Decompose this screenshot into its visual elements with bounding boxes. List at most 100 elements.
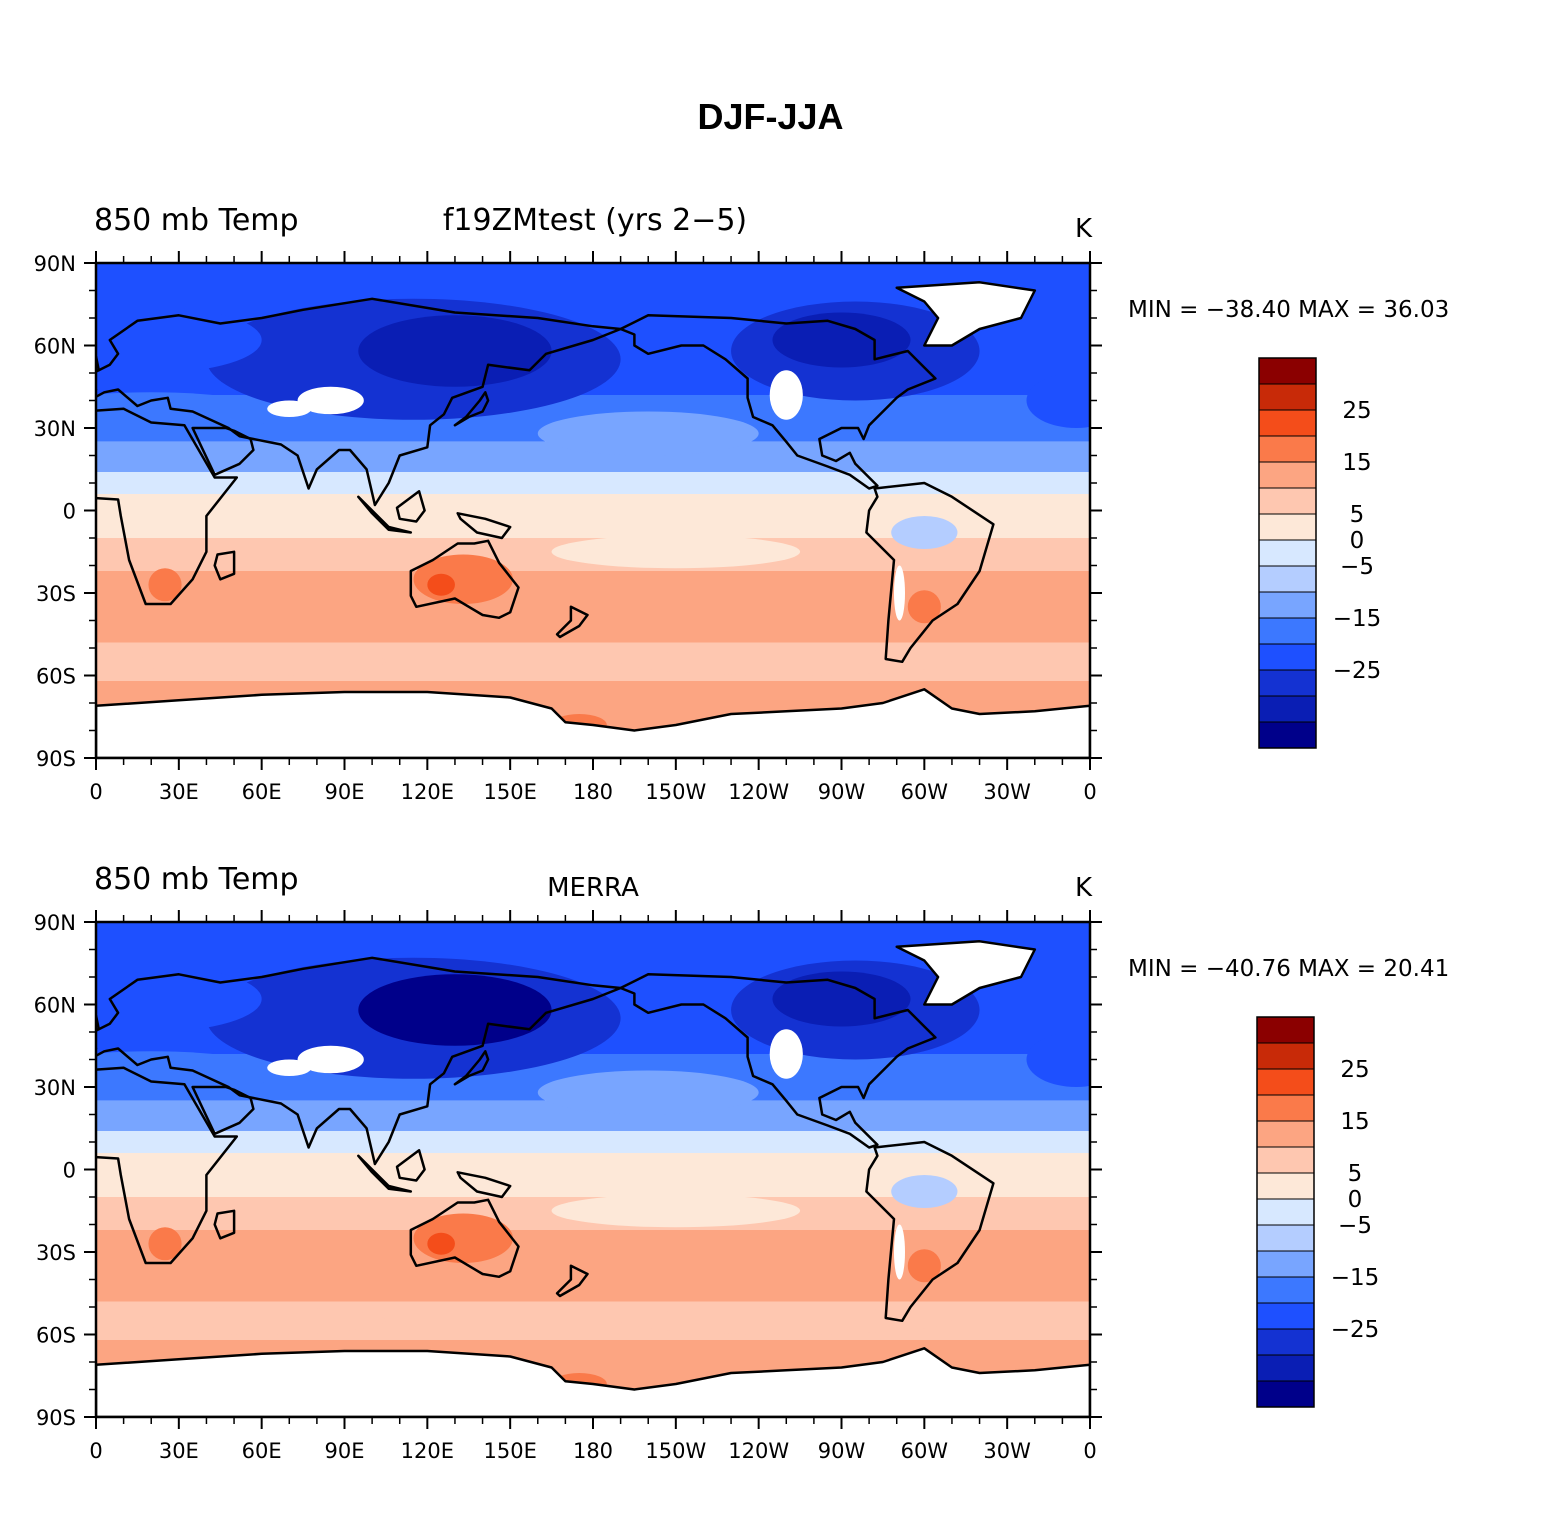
colorbar-swatch (1256, 1328, 1315, 1356)
colorbar-label: −25 (1333, 658, 1382, 684)
lon-tick-label: 30E (159, 780, 199, 804)
coastline-new-zealand (555, 605, 589, 639)
lon-tick-label: 0 (1083, 780, 1096, 804)
lat-tick-label: 60S (36, 665, 76, 689)
lon-tick-label: 90W (818, 1439, 866, 1463)
lon-tick-label: 150E (483, 1439, 536, 1463)
lon-tick-label: 180 (573, 1439, 613, 1463)
lon-tick-label: 30W (983, 780, 1031, 804)
temperature-blob (358, 974, 552, 1046)
temperature-blob (537, 1070, 759, 1115)
missing-antarctica (96, 689, 1090, 758)
lon-tick-label: 30W (983, 1439, 1031, 1463)
coastline-new-guinea (456, 512, 512, 540)
colorbar-swatch (1256, 1172, 1315, 1200)
temperature-blob (148, 1227, 182, 1261)
colorbar-label: 0 (1348, 1187, 1363, 1213)
temperature-blob (620, 648, 952, 676)
lon-tick-label: 90E (325, 780, 365, 804)
coastline-south-america (865, 481, 995, 664)
lon-tick-label: 150W (645, 1439, 706, 1463)
coastlines (96, 940, 1090, 1417)
temperature-blob (620, 1307, 952, 1335)
missing-tibet (297, 386, 364, 415)
temperature-blob (427, 1232, 455, 1255)
coastline-north-america (619, 314, 937, 490)
map-panel-merra: 90N 60N 30N 0 30S 60S 90S 0 30E 60E 90E 120E 150E 180… (34, 862, 1450, 1463)
coastline-japan (453, 391, 490, 427)
coastline-new-zealand (555, 1264, 589, 1298)
lon-tick-label: 180 (573, 780, 613, 804)
colorbar-frame (1256, 1016, 1315, 1408)
colorbar-swatch (1258, 669, 1317, 697)
colorbar-swatch (1258, 357, 1317, 385)
lat-tick-label: 0 (63, 500, 76, 524)
colorbar-swatch (1258, 617, 1317, 645)
latitude-band (96, 571, 1090, 643)
coastline-madagascar (213, 550, 236, 581)
map-panel-model: 90N 60N 30N 0 30S 60S 90S 0 30E 60E 90E 120E 150E 180… (34, 203, 1450, 804)
colorbar-swatch (1258, 409, 1317, 437)
colorbar-label: −5 (1340, 554, 1374, 580)
lat-tick-label: 30N (34, 417, 76, 441)
coastline-arabia (191, 426, 255, 477)
temperature-blob (907, 1249, 941, 1283)
coastline-europe-asia (96, 956, 622, 1166)
lat-tick-label: 60N (34, 994, 76, 1018)
colorbar-swatch (1258, 487, 1317, 515)
temperature-blob (148, 568, 182, 602)
lat-tick-label: 60N (34, 335, 76, 359)
lat-tick-label: 90S (36, 747, 76, 771)
colorbar-swatch (1256, 1302, 1315, 1330)
temperature-blob (891, 1175, 958, 1208)
map-field (96, 263, 1090, 758)
coastline-north-america (619, 973, 937, 1149)
colorbar-swatch (1258, 721, 1317, 749)
temperature-blob (137, 1307, 386, 1335)
temperature-blob (537, 411, 759, 456)
lat-tick-label: 0 (63, 1159, 76, 1183)
coastline-indonesia-borneo (395, 1149, 426, 1182)
panel-left-title: 850 mb Temp (94, 862, 299, 897)
coastline-madagascar (213, 1209, 236, 1240)
lon-tick-label: 60E (242, 780, 282, 804)
missing-greenland (896, 282, 1035, 346)
colorbar-label: −15 (1331, 1265, 1380, 1291)
missing-rockies (769, 370, 803, 420)
coastline-africa (96, 1066, 239, 1265)
lat-tick-label: 90N (34, 252, 76, 276)
colorbar-swatch (1258, 591, 1317, 619)
missing-antarctica (96, 1348, 1090, 1417)
colorbar-swatch (1256, 1224, 1315, 1252)
colorbar-label: 5 (1348, 1161, 1363, 1187)
panel-units: K (1075, 873, 1093, 903)
temperature-blob (427, 573, 455, 596)
lon-tick-label: 120W (728, 1439, 789, 1463)
colorbar-swatch (1256, 1354, 1315, 1382)
coastline-south-america (865, 1140, 995, 1323)
temperature-blob (1026, 1032, 1090, 1087)
colorbar-label: 0 (1350, 528, 1365, 554)
latitude-band (96, 1131, 1090, 1153)
colorbar-swatch (1256, 1276, 1315, 1304)
coastline-antarctica (96, 688, 1090, 758)
lon-tick-label: 90E (325, 1439, 365, 1463)
lon-tick-label: 90W (818, 780, 866, 804)
panel-units: K (1075, 214, 1093, 244)
colorbar-label: 5 (1350, 502, 1365, 528)
lon-tick-label: 0 (1083, 1439, 1096, 1463)
colorbar-swatch (1256, 1016, 1315, 1044)
colorbar-swatch (1256, 1094, 1315, 1122)
missing-greenland (896, 941, 1035, 1005)
coastline-new-guinea (456, 1171, 512, 1199)
lon-tick-label: 150W (645, 780, 706, 804)
colorbar-swatch (1256, 1146, 1315, 1174)
lon-tick-label: 120E (401, 780, 454, 804)
coastline-australia (409, 1198, 520, 1279)
coastline-sumatra-java (357, 1154, 413, 1193)
figure-title: DJF-JJA (697, 96, 844, 137)
temperature-blob (358, 315, 552, 387)
temperature-blob (772, 971, 911, 1027)
lon-tick-label: 120W (728, 780, 789, 804)
latitude-band (96, 1230, 1090, 1302)
